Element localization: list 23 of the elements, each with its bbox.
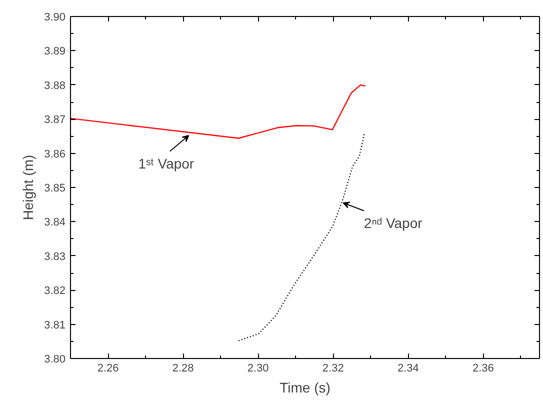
y-tick-label: 3.89 xyxy=(44,46,66,58)
y-tick-label: 3.84 xyxy=(44,216,66,229)
x-tick-label: 2.32 xyxy=(322,362,344,374)
x-axis-title: Time (s) xyxy=(280,380,330,396)
x-tick-label: 2.34 xyxy=(397,362,419,374)
x-tick-label: 2.30 xyxy=(247,362,269,374)
y-tick-label: 3.85 xyxy=(44,182,66,194)
annotation: 2ⁿᵈ Vapor xyxy=(364,214,423,231)
y-tick-label: 3.83 xyxy=(44,250,66,263)
x-tick-label: 2.28 xyxy=(172,362,194,374)
y-tick-label: 3.80 xyxy=(44,354,66,366)
y-axis-title: Height (m) xyxy=(20,154,36,220)
y-tick-label: 3.87 xyxy=(44,114,66,126)
y-tick-label: 3.86 xyxy=(44,148,66,160)
y-tick-label: 3.81 xyxy=(44,319,66,332)
line-series xyxy=(238,131,366,342)
line-series xyxy=(70,84,366,139)
y-tick-label: 3.88 xyxy=(44,80,66,92)
x-tick-label: 2.36 xyxy=(472,362,494,374)
y-tick-label: 3.82 xyxy=(44,285,66,298)
y-tick-label: 3.90 xyxy=(44,12,66,24)
x-tick-label: 2.26 xyxy=(97,362,119,374)
annotation: 1ˢᵗ Vapor xyxy=(138,155,194,172)
